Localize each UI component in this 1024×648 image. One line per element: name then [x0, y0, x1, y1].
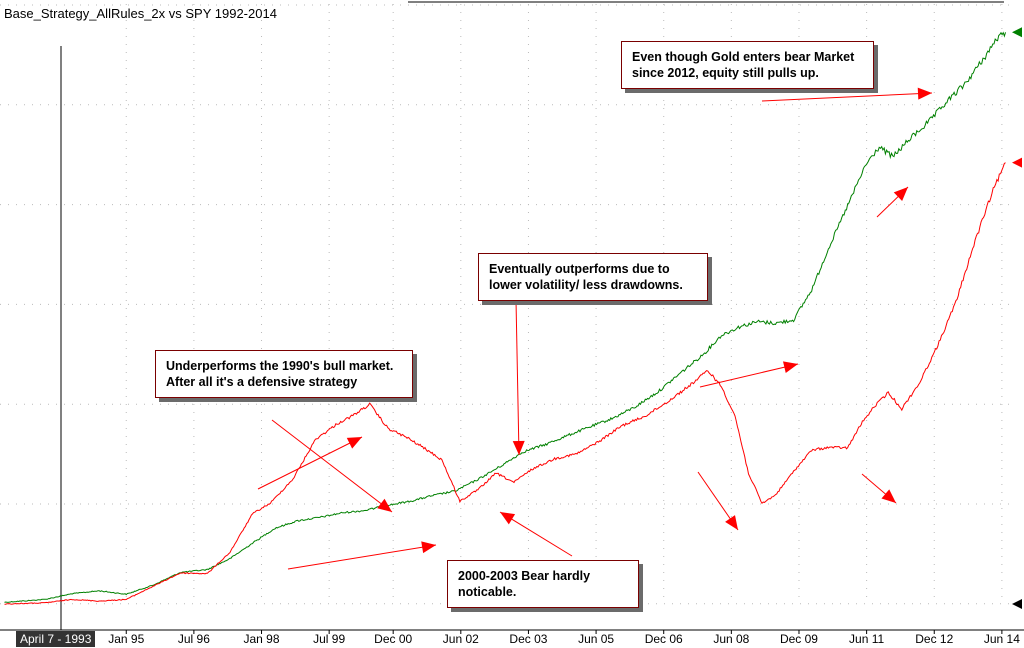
- x-tick-label: Jan 98: [243, 632, 280, 646]
- series-layer: [4, 31, 1006, 605]
- annotation-bear-2000: 2000-2003 Bear hardly noticable.: [447, 560, 639, 608]
- spy-last-value-marker: [1012, 157, 1022, 168]
- annotation-text: Underperforms the 1990's bull market. Af…: [166, 359, 394, 389]
- x-tick-label: Dec 09: [779, 632, 818, 646]
- annotation-arrow: [515, 299, 520, 456]
- x-tick-label: Jun 14: [983, 632, 1020, 646]
- annotation-arrows: [257, 87, 933, 570]
- annotation-arrow-head: [512, 440, 525, 455]
- annotation-arrow-head: [881, 489, 896, 503]
- annotation-arrow-head: [917, 87, 932, 100]
- x-tick-label: Dec 12: [915, 632, 954, 646]
- axis-value-marker: [1012, 599, 1022, 609]
- annotation-arrow: [499, 511, 573, 557]
- annotation-outperforms: Eventually outperforms due to lower vola…: [478, 253, 708, 301]
- annotation-gold-bear: Even though Gold enters bear Market sinc…: [621, 41, 874, 89]
- annotation-arrow-head: [725, 515, 738, 530]
- annotation-arrow-head: [500, 512, 516, 525]
- x-tick-label: Jul 99: [313, 632, 346, 646]
- annotation-arrow-head: [377, 498, 392, 512]
- strategy-series-line: [4, 31, 1006, 603]
- annotation-text: 2000-2003 Bear hardly noticable.: [458, 569, 591, 599]
- annotation-arrow: [761, 92, 933, 102]
- annotation-arrow-head: [782, 361, 798, 374]
- x-tick-label: Jun 05: [578, 632, 615, 646]
- spy-series-line: [4, 162, 1006, 605]
- annotation-underperforms: Underperforms the 1990's bull market. Af…: [155, 350, 413, 398]
- strategy-last-value-marker: [1012, 27, 1022, 38]
- annotation-text: Even though Gold enters bear Market sinc…: [632, 50, 855, 80]
- x-tick-label: Jun 02: [442, 632, 479, 646]
- x-tick-label: Dec 00: [374, 632, 413, 646]
- x-tick-label: Jan 95: [108, 632, 145, 646]
- x-tick-label: Dec 03: [509, 632, 548, 646]
- price-markers: [1012, 27, 1022, 609]
- annotation-arrow-head: [893, 187, 908, 202]
- x-axis-ticks: [125, 630, 1003, 634]
- chart-title: Base_Strategy_AllRules_2x vs SPY 1992-20…: [4, 6, 277, 21]
- annotation-arrow: [271, 419, 393, 513]
- annotation-text: Eventually outperforms due to lower vola…: [489, 262, 683, 292]
- annotation-arrow: [287, 544, 437, 570]
- x-tick-label: Jun 08: [713, 632, 750, 646]
- annotation-arrow-head: [421, 541, 436, 554]
- annotation-arrow: [257, 436, 363, 490]
- annotation-arrow: [699, 363, 799, 388]
- crosshair-date-badge: April 7 - 1993: [16, 631, 96, 647]
- x-tick-label: Jun 11: [849, 632, 885, 646]
- annotation-arrow-head: [346, 437, 362, 449]
- x-tick-label: Dec 06: [644, 632, 683, 646]
- x-tick-label: Jul 96: [177, 632, 210, 646]
